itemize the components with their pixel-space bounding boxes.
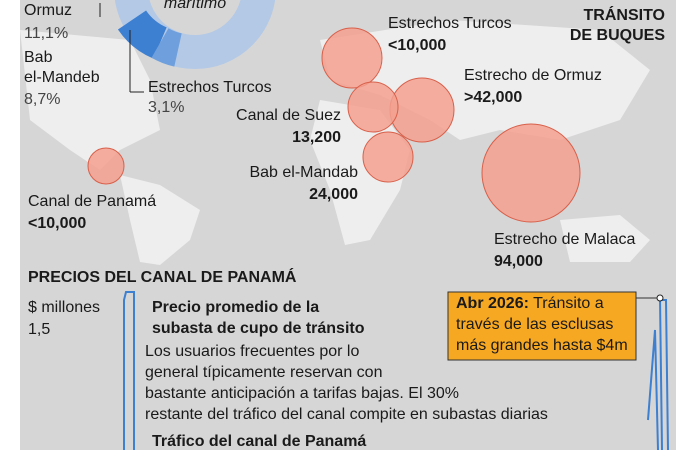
point-value: 24,000 — [309, 186, 358, 203]
heading: Precio promedio de la — [152, 299, 319, 316]
point-value: <10,000 — [28, 215, 86, 232]
price-line — [123, 291, 135, 450]
donut-label: Ormuz — [24, 2, 72, 19]
heading: Tráfico del canal de Panamá — [152, 433, 366, 450]
body: general típicamente reservan con — [145, 364, 382, 381]
note: Abr 2026: Tránsito a — [456, 295, 604, 312]
tick: 1,5 — [28, 321, 50, 338]
donut-center: marítimo — [164, 0, 226, 12]
title: DE BUQUES — [570, 27, 665, 44]
donut-share: 8,7% — [24, 91, 60, 108]
point-name: Estrechos Turcos — [388, 15, 512, 32]
point-value: <10,000 — [388, 37, 446, 54]
point-value: >42,000 — [464, 89, 522, 106]
point-name: Canal de Suez — [236, 107, 341, 124]
note-box — [447, 291, 637, 361]
note-date: Abr 2026: — [456, 295, 529, 312]
heading: subasta de cupo de tránsito — [152, 320, 365, 337]
donut: marítimo — [99, 0, 276, 93]
unit: $ millones — [28, 299, 100, 316]
bubbles — [87, 27, 581, 223]
donut-label: Bab — [24, 49, 53, 66]
body: bastante anticipación a tarifas bajas. E… — [145, 385, 459, 402]
bubble — [362, 131, 414, 183]
point-name: Estrecho de Malaca — [494, 231, 636, 248]
bubble — [389, 77, 455, 143]
donut-label: Estrechos Turcos — [148, 79, 272, 96]
point-name: Canal de Panamá — [28, 193, 156, 210]
note-text: Tránsito a — [533, 295, 604, 312]
donut-label: el-Mandeb — [24, 69, 100, 86]
donut-share: 11,1% — [24, 25, 68, 42]
bubble — [321, 27, 383, 89]
title: TRÁNSITO — [584, 5, 665, 24]
body: Los usuarios frecuentes por lo — [145, 343, 359, 360]
donut-share: 3,1% — [148, 99, 184, 116]
bubble — [87, 147, 125, 185]
note-text: través de las esclusas — [456, 316, 613, 333]
marker — [656, 294, 664, 302]
bubble — [481, 123, 581, 223]
point-name: Estrecho de Ormuz — [464, 67, 602, 84]
point-value: 94,000 — [494, 253, 543, 270]
point-name: Bab el-Mandab — [249, 164, 358, 181]
price-line — [647, 297, 669, 450]
bubble — [347, 81, 399, 133]
point-value: 13,200 — [292, 129, 341, 146]
note-text: más grandes hasta $4m — [456, 337, 628, 354]
section-title: PRECIOS DEL CANAL DE PANAMÁ — [28, 267, 297, 286]
body: restante del tráfico del canal compite e… — [145, 406, 548, 423]
